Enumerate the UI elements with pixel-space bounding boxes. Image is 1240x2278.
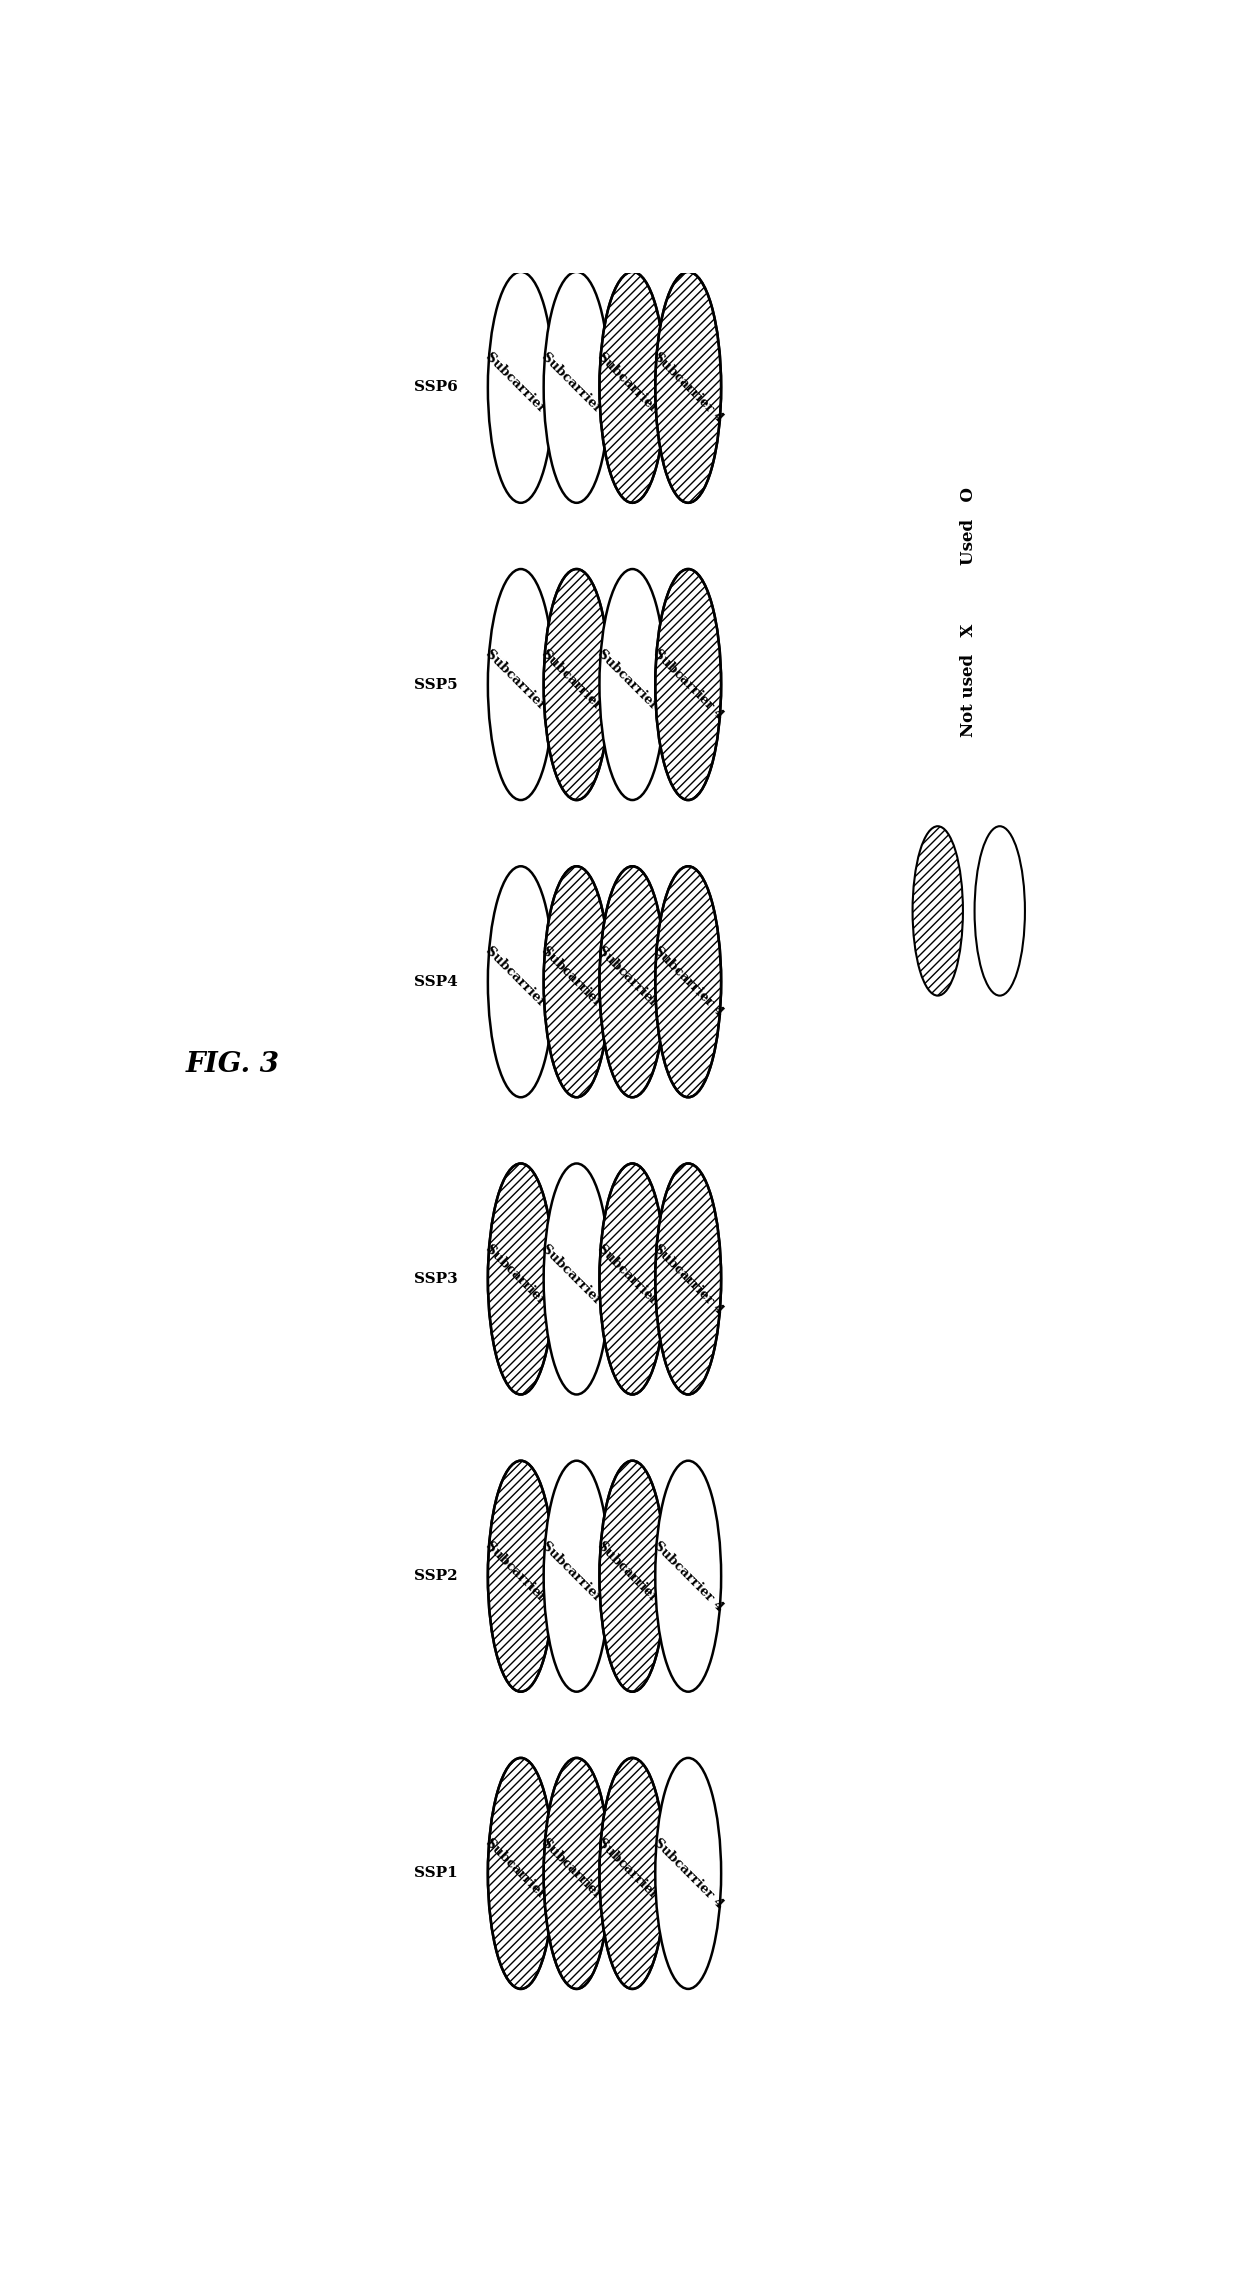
Ellipse shape <box>543 570 610 800</box>
Text: SSP2: SSP2 <box>414 1570 458 1583</box>
Text: Subcarrier 1: Subcarrier 1 <box>484 1538 558 1613</box>
Text: Not used   X: Not used X <box>960 624 977 736</box>
Text: Subcarrier 2: Subcarrier 2 <box>539 647 614 722</box>
Ellipse shape <box>543 1759 610 1989</box>
Ellipse shape <box>599 570 666 800</box>
Text: Subcarrier 2: Subcarrier 2 <box>539 945 614 1018</box>
Text: Subcarrier 4: Subcarrier 4 <box>651 945 725 1018</box>
Ellipse shape <box>655 271 722 503</box>
Text: Subcarrier 4: Subcarrier 4 <box>651 1538 725 1613</box>
Ellipse shape <box>655 1460 722 1693</box>
Text: Subcarrier 2: Subcarrier 2 <box>539 1538 614 1613</box>
Text: FIG. 3: FIG. 3 <box>186 1052 279 1077</box>
Ellipse shape <box>543 1460 610 1693</box>
Text: Subcarrier 4: Subcarrier 4 <box>651 647 725 722</box>
Text: Subcarrier 2: Subcarrier 2 <box>539 1836 614 1911</box>
Ellipse shape <box>487 271 554 503</box>
Text: SSP4: SSP4 <box>414 975 458 989</box>
Text: Subcarrier 3: Subcarrier 3 <box>595 945 670 1018</box>
Ellipse shape <box>487 1164 554 1394</box>
Ellipse shape <box>655 570 722 800</box>
Ellipse shape <box>487 1759 554 1989</box>
Text: Used   O: Used O <box>960 487 977 565</box>
Ellipse shape <box>599 271 666 503</box>
Text: Subcarrier 3: Subcarrier 3 <box>595 1242 670 1317</box>
Ellipse shape <box>543 1164 610 1394</box>
Ellipse shape <box>543 866 610 1098</box>
Text: Subcarrier 4: Subcarrier 4 <box>651 1836 725 1911</box>
Ellipse shape <box>543 271 610 503</box>
Text: Subcarrier 1: Subcarrier 1 <box>484 1242 558 1317</box>
Text: Subcarrier 3: Subcarrier 3 <box>595 1836 670 1911</box>
Ellipse shape <box>655 1164 722 1394</box>
Text: Subcarrier 2: Subcarrier 2 <box>539 351 614 424</box>
Ellipse shape <box>975 827 1025 995</box>
Ellipse shape <box>599 866 666 1098</box>
Text: Subcarrier 3: Subcarrier 3 <box>595 351 670 424</box>
Text: Subcarrier 1: Subcarrier 1 <box>484 1836 558 1911</box>
Text: SSP6: SSP6 <box>414 380 458 394</box>
Text: Subcarrier 3: Subcarrier 3 <box>595 1538 670 1613</box>
Ellipse shape <box>655 1759 722 1989</box>
Ellipse shape <box>599 1460 666 1693</box>
Text: Subcarrier 1: Subcarrier 1 <box>484 351 558 424</box>
Ellipse shape <box>913 827 963 995</box>
Text: Subcarrier 4: Subcarrier 4 <box>651 351 725 424</box>
Text: SSP1: SSP1 <box>414 1866 458 1879</box>
Ellipse shape <box>655 866 722 1098</box>
Ellipse shape <box>487 1460 554 1693</box>
Text: Subcarrier 1: Subcarrier 1 <box>484 647 558 722</box>
Text: SSP3: SSP3 <box>414 1271 458 1287</box>
Ellipse shape <box>487 866 554 1098</box>
Ellipse shape <box>599 1759 666 1989</box>
Text: Subcarrier 3: Subcarrier 3 <box>595 647 670 722</box>
Ellipse shape <box>599 1164 666 1394</box>
Text: Subcarrier 4: Subcarrier 4 <box>651 1242 725 1317</box>
Ellipse shape <box>487 570 554 800</box>
Text: SSP5: SSP5 <box>414 677 458 693</box>
Text: Subcarrier 2: Subcarrier 2 <box>539 1242 614 1317</box>
Text: Subcarrier 1: Subcarrier 1 <box>484 945 558 1018</box>
